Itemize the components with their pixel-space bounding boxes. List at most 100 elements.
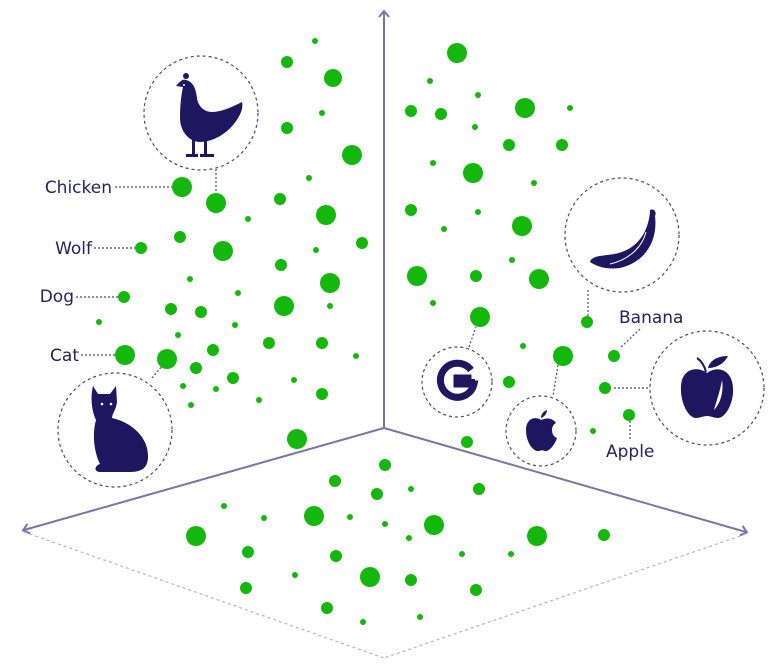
embedding-point <box>459 551 465 557</box>
embedding-point <box>96 319 102 325</box>
embedding-point <box>275 259 287 271</box>
embedding-point <box>382 521 388 527</box>
embedding-point <box>405 105 417 117</box>
embedding-point <box>321 602 333 614</box>
embedding-point <box>256 397 262 403</box>
embedding-point <box>427 78 433 84</box>
embedding-point <box>313 247 319 253</box>
chicken-icon <box>176 73 243 157</box>
embedding-point <box>174 231 186 243</box>
axes <box>21 9 749 659</box>
embedding-point <box>292 572 298 578</box>
embedding-point <box>330 550 342 562</box>
embedding-point <box>240 582 252 594</box>
embedding-point <box>408 486 414 492</box>
embedding-point <box>135 242 147 254</box>
icon-bubbles <box>57 55 765 488</box>
embedding-point <box>508 551 514 557</box>
embedding-point <box>509 257 515 263</box>
embedding-point <box>319 110 325 116</box>
cat-icon <box>91 386 148 472</box>
embedding-point <box>553 346 573 366</box>
apple-logo-icon <box>526 410 557 452</box>
embedding-point <box>461 436 473 448</box>
google-bubble <box>421 346 493 418</box>
embedding-point <box>342 145 362 165</box>
embedding-point <box>274 193 286 205</box>
embedding-point <box>316 388 328 400</box>
embedding-point <box>590 428 596 434</box>
label-chicken: Chicken <box>45 178 112 198</box>
embedding-point <box>567 105 573 111</box>
embedding-point <box>371 488 383 500</box>
embedding-point <box>347 514 353 520</box>
z-axis-right <box>383 427 749 537</box>
embedding-point <box>529 269 549 289</box>
embedding-point <box>316 205 336 225</box>
embedding-point <box>405 204 417 216</box>
embedding-point <box>312 38 318 44</box>
embedding-point <box>304 506 324 526</box>
embedding-point <box>441 226 447 232</box>
embedding-point <box>406 535 412 541</box>
google-g-icon <box>436 359 479 401</box>
chicken-bubble <box>143 55 259 171</box>
embedding-point <box>281 122 293 134</box>
embedding-point <box>599 382 611 394</box>
apple-fruit-icon <box>680 356 734 418</box>
embedding-point <box>405 574 417 586</box>
embedding-point <box>195 306 207 318</box>
embedding-point <box>242 546 254 558</box>
embedding-point <box>417 614 423 620</box>
embedding-point <box>306 175 312 181</box>
embedding-point <box>472 124 478 130</box>
embedding-point <box>291 377 297 383</box>
embedding-point <box>206 193 226 213</box>
connectors <box>76 169 650 440</box>
embedding-point <box>503 376 515 388</box>
embedding-point <box>235 290 241 296</box>
embedding-point <box>261 515 267 521</box>
embedding-point <box>274 296 294 316</box>
embedding-point <box>227 372 239 384</box>
embedding-point <box>527 526 547 546</box>
embedding-point <box>360 619 366 625</box>
embedding-point <box>623 409 635 421</box>
embedding-point <box>329 475 341 487</box>
embedding-point <box>512 216 532 236</box>
label-wolf: Wolf <box>55 239 93 259</box>
embedding-point <box>470 270 482 282</box>
embedding-points <box>96 38 635 625</box>
embedding-point <box>581 316 593 328</box>
cat-bubble <box>57 372 173 488</box>
embedding-point <box>221 503 227 509</box>
embedding-point <box>324 69 342 87</box>
embedding-point <box>407 266 427 286</box>
embedding-point <box>435 108 447 120</box>
embedding-point <box>186 526 206 546</box>
embedding-point <box>430 300 436 306</box>
embedding-point <box>115 345 135 365</box>
embedding-point <box>213 241 233 261</box>
embedding-point <box>531 180 537 186</box>
embedding-point <box>190 362 202 374</box>
embedding-point <box>379 459 391 471</box>
embedding-point <box>287 429 307 449</box>
embedding-point <box>187 276 193 282</box>
embedding-point <box>180 383 186 389</box>
embedding-point <box>556 139 568 151</box>
embedding-point <box>424 515 444 535</box>
embedding-point <box>213 386 219 392</box>
embedding-point <box>475 92 481 98</box>
embedding-point <box>207 344 219 356</box>
embedding-point <box>320 273 340 293</box>
embedding-point <box>316 337 328 349</box>
label-cat: Cat <box>50 346 79 366</box>
embedding-point <box>157 349 177 369</box>
embedding-point <box>327 303 333 309</box>
embedding-point <box>263 337 275 349</box>
embedding-point <box>188 402 194 408</box>
embedding-point <box>475 209 481 215</box>
embedding-point <box>470 307 490 327</box>
